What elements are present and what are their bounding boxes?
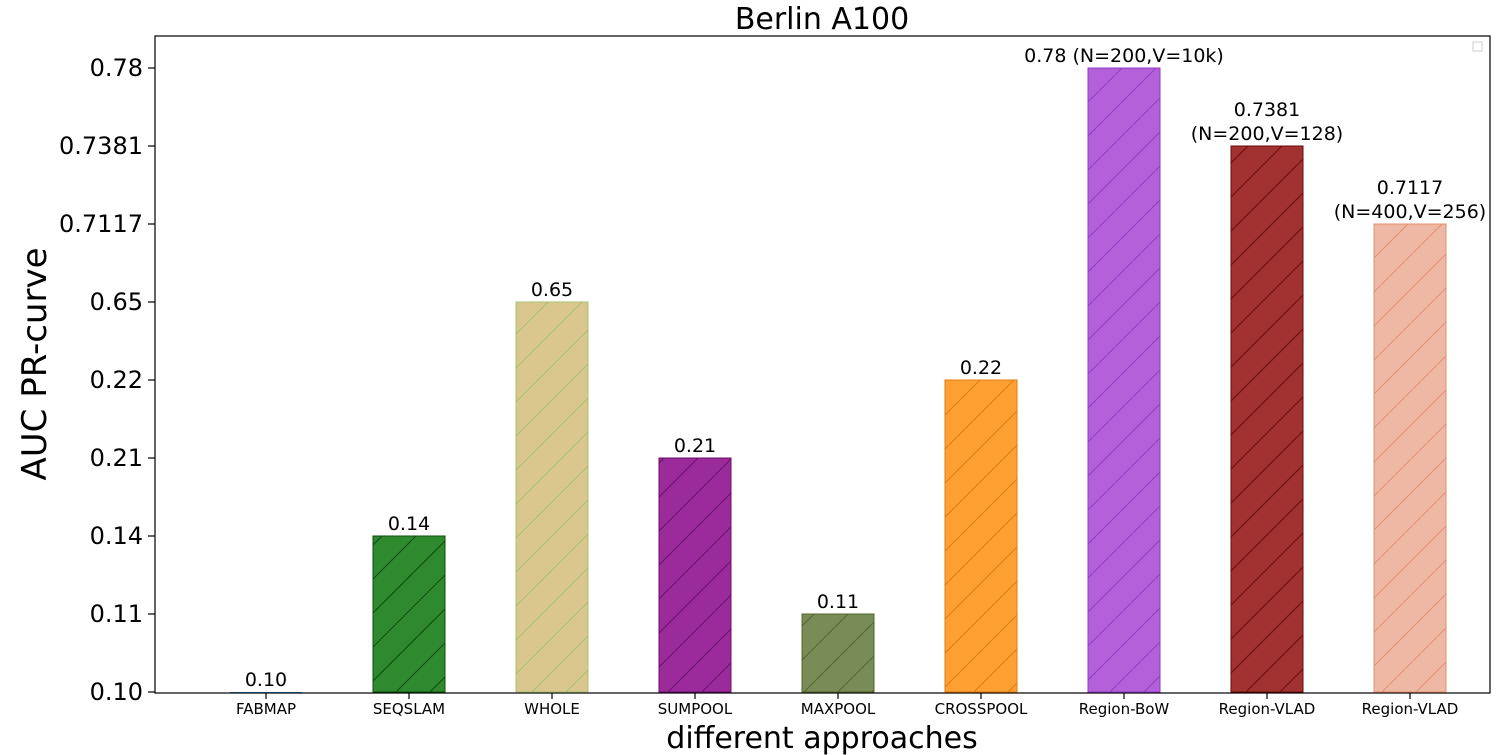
x-tick-label: SEQSLAM [373,700,445,718]
data-label: 0.7117 [1377,177,1443,199]
plot-area-frame [154,35,1491,694]
y-tick-label: 0.22 [90,366,143,394]
x-tick-label: MAXPOOL [801,700,876,718]
data-label: 0.7381 [1234,99,1300,121]
x-tick-label: CROSSPOOL [935,700,1028,718]
data-label: 0.14 [388,513,430,535]
bar-hatch [1374,224,1446,692]
y-tick-label: 0.21 [90,444,143,472]
bar-hatch [659,458,731,692]
y-tick-label: 0.65 [90,288,143,316]
chart-title: Berlin A100 [735,2,909,37]
y-tick-label: 0.7381 [59,132,143,160]
y-tick-label: 0.14 [90,522,143,550]
data-label: 0.11 [817,591,859,613]
y-tick-label: 0.10 [90,678,143,706]
x-tick-label: Region-VLAD [1362,700,1459,718]
data-label: 0.21 [674,435,716,457]
x-axis-label: different approaches [666,721,977,755]
bar-hatch [1231,146,1303,692]
bar-hatch [1088,68,1160,692]
bar-hatch [516,302,588,692]
bar-hatch [802,614,874,692]
data-label: (N=400,V=256) [1334,201,1486,223]
data-label: 0.65 [531,279,573,301]
x-tick-label: FABMAP [236,700,296,718]
bar [230,692,302,693]
y-axis-label: AUC PR-curve [15,248,55,481]
data-labels-group: 0.10 0.14 0.65 0.21 0.11 0.22 0.78 (N=200,V=10… [245,45,1486,691]
bars-group [230,67,1447,693]
data-label: 0.22 [960,357,1002,379]
y-tick-label: 0.7117 [59,210,143,238]
y-tick-label: 0.11 [90,600,143,628]
data-label: 0.10 [245,669,287,691]
x-tick-label: WHOLE [524,700,580,718]
data-label: (N=200,V=128) [1191,123,1343,145]
x-tick-label: Region-BoW [1079,700,1170,718]
bar-hatch [373,536,445,692]
bar-hatch [945,380,1017,692]
legend-box [1472,41,1483,52]
y-axis: 0.10 0.11 0.14 0.21 0.22 0.65 0.7117 0.7381 0.78 [59,54,155,706]
x-tick-label: Region-VLAD [1219,700,1316,718]
x-axis: FABMAP SEQSLAM WHOLE SUMPOOL MAXPOOL CROSSPOO… [236,693,1458,718]
y-tick-label: 0.78 [90,54,143,82]
x-tick-label: SUMPOOL [658,700,733,718]
data-label: 0.78 (N=200,V=10k) [1024,45,1224,67]
